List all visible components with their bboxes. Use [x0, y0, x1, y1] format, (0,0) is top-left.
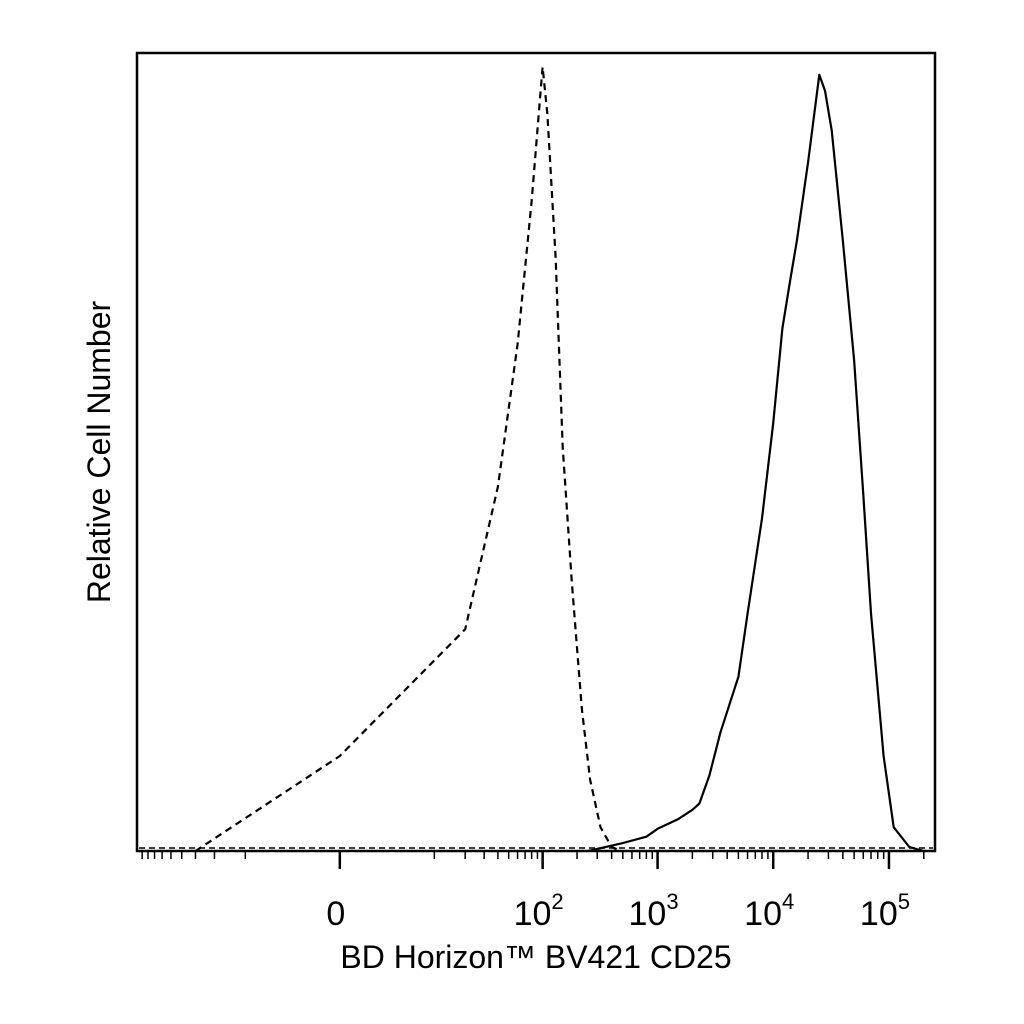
series-layer [139, 65, 933, 853]
x-tick-label: 105 [860, 889, 910, 933]
x-tick-labels: 0 102 103 104 105 [326, 889, 910, 933]
x-tick-label: 103 [629, 889, 679, 933]
x-tick-label: 102 [514, 889, 564, 933]
x-minor-ticks [141, 851, 925, 859]
x-tick-label: 104 [744, 889, 794, 933]
series-solid-line [587, 73, 925, 853]
series-dashed-line [194, 65, 622, 853]
plot-frame [135, 51, 937, 853]
x-tick-label: 0 [326, 895, 345, 933]
y-axis-title: Relative Cell Number [81, 300, 117, 603]
x-axis-title: BD Horizon™ BV421 CD25 [340, 939, 731, 975]
x-major-ticks [338, 851, 891, 869]
